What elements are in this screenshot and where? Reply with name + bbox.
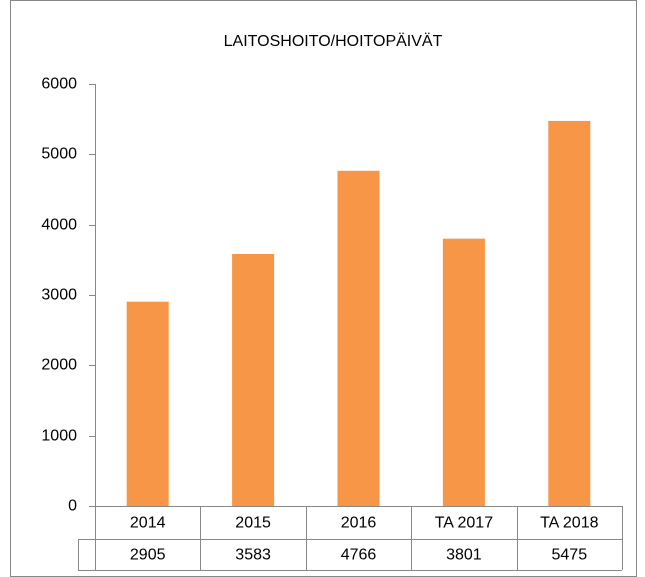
table-value: 4766 — [341, 547, 377, 564]
y-tick-label: 1000 — [41, 428, 77, 445]
y-tick-label: 5000 — [41, 146, 77, 163]
y-tick-label: 6000 — [41, 76, 77, 93]
x-tick-label: 2014 — [130, 515, 166, 532]
bar — [548, 120, 591, 507]
table-value: 2905 — [130, 547, 166, 564]
table-value: 3583 — [235, 547, 271, 564]
bar — [337, 170, 380, 507]
y-tick-label: 2000 — [41, 357, 77, 374]
chart-title: LAITOSHOITO/HOITOPÄIVÄT — [224, 32, 443, 50]
bar — [232, 253, 275, 506]
y-tick-label: 3000 — [41, 287, 77, 304]
bar — [442, 238, 485, 506]
chart-frame — [10, 0, 637, 577]
table-value: 5475 — [552, 547, 588, 564]
y-tick-label: 0 — [68, 498, 77, 515]
x-tick-label: TA 2017 — [435, 515, 494, 532]
y-tick-label: 4000 — [41, 217, 77, 234]
x-tick-label: 2015 — [235, 515, 271, 532]
x-tick-label: TA 2018 — [540, 515, 599, 532]
x-tick-label: 2016 — [341, 515, 377, 532]
table-value: 3801 — [446, 547, 482, 564]
bar — [126, 301, 169, 506]
